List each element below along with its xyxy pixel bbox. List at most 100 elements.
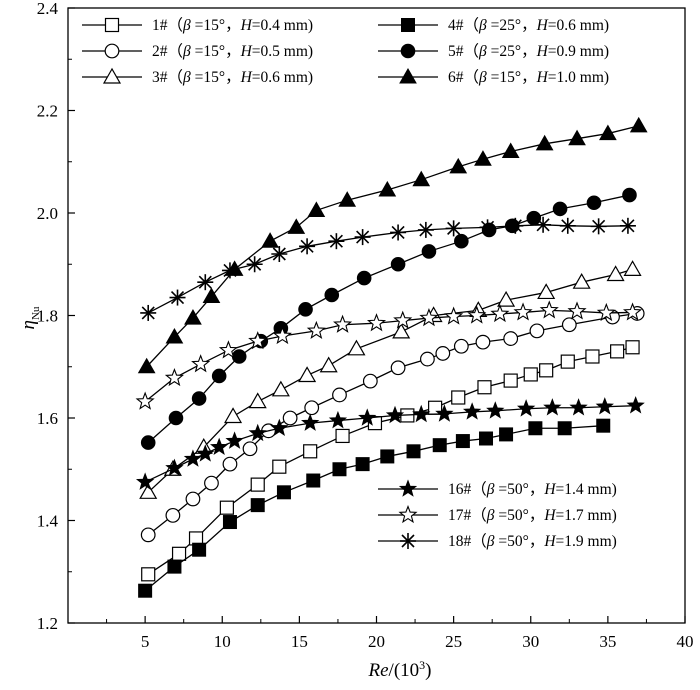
data-point (328, 233, 345, 250)
legend-h-symbol: H (240, 43, 253, 60)
data-point (552, 201, 568, 217)
legend-entry-4: 4#（β =25°，H=0.6 mm) (378, 17, 609, 34)
data-point (362, 373, 378, 389)
legend-h-symbol: H (536, 43, 549, 60)
data-point (503, 373, 518, 388)
data-point (202, 287, 221, 304)
legend-beta-value: =25°， (487, 17, 537, 34)
data-point (568, 129, 586, 146)
legend-h-symbol: H (543, 507, 556, 524)
data-point (475, 334, 491, 350)
star-x-stroke (447, 221, 461, 235)
y-tick-label: 2.4 (37, 0, 59, 18)
data-point (462, 402, 482, 420)
data-point (523, 367, 538, 382)
y-axis-title-symbol: η (18, 320, 39, 329)
data-point (629, 116, 648, 133)
legend-label: 3#（β =15°，H=0.6 mm) (152, 69, 313, 86)
data-point (276, 485, 291, 500)
data-point (210, 437, 229, 456)
y-tick-label: 1.4 (37, 512, 59, 531)
data-point (385, 405, 405, 424)
legend-beta-symbol: β (182, 43, 191, 60)
data-point (535, 134, 554, 151)
data-point (586, 195, 602, 211)
data-point (196, 444, 215, 462)
data-point (218, 340, 238, 359)
legend-h-symbol: H (536, 17, 549, 34)
data-point (432, 438, 447, 453)
data-point (165, 507, 181, 523)
data-point (526, 210, 542, 226)
legend-h-value: =0.5 mm) (252, 43, 313, 60)
data-point (417, 221, 434, 238)
data-point (140, 527, 156, 543)
data-point (367, 416, 383, 431)
legend-entry-6: 6#（β =15°，H=1.0 mm) (378, 67, 609, 86)
data-point (306, 320, 326, 340)
data-point (138, 583, 153, 598)
legend-label: 2#（β =15°，H=0.5 mm) (152, 43, 313, 60)
data-point (622, 302, 643, 321)
legend-h-value: =0.6 mm) (548, 17, 609, 34)
data-point (204, 475, 219, 491)
data-point (271, 246, 288, 262)
data-point (246, 256, 263, 273)
data-point (378, 180, 397, 197)
star-x-stroke (170, 290, 185, 305)
data-point (499, 427, 514, 442)
legend-id: 5#（ (448, 43, 479, 60)
data-point (528, 421, 543, 436)
x-tick-label: 15 (291, 632, 308, 651)
data-point (338, 191, 357, 207)
data-point (250, 498, 265, 513)
data-point (335, 428, 350, 444)
star-x-stroke (329, 234, 343, 248)
legend-marker (398, 479, 418, 497)
legend-beta-symbol: β (486, 507, 495, 524)
x-tick-label: 10 (214, 632, 231, 651)
data-point (270, 418, 289, 437)
data-point (242, 441, 258, 457)
star-x-stroke (419, 223, 433, 237)
legend-beta-value: =15°， (487, 69, 537, 86)
data-point (328, 410, 348, 429)
legend-id: 2#（ (152, 43, 183, 60)
x-tick-label: 40 (677, 632, 694, 651)
legend-beta-value: =15°， (191, 69, 241, 86)
legend-beta-value: =25°， (487, 43, 537, 60)
series-16 (135, 396, 645, 490)
data-point (307, 201, 326, 217)
data-point (165, 328, 184, 344)
data-point (301, 413, 320, 431)
legend-id: 3#（ (152, 69, 183, 86)
y-axis-title-sub: Nu (30, 306, 42, 320)
legend-marker (400, 43, 416, 59)
data-point (184, 309, 202, 325)
series-17 (135, 300, 643, 410)
data-point (221, 262, 238, 279)
data-point (537, 283, 556, 300)
data-point (380, 449, 395, 464)
legend-beta-value: =50°， (495, 507, 545, 524)
legend-h-value: =0.4 mm) (252, 17, 313, 34)
legend-beta-symbol: β (478, 69, 487, 86)
data-point (319, 356, 338, 373)
legend-beta-value: =15°， (191, 17, 241, 34)
data-point (140, 435, 156, 450)
legend-label: 5#（β =25°，H=0.9 mm) (448, 43, 609, 60)
legend-h-symbol: H (240, 69, 253, 86)
data-point (306, 473, 321, 488)
legend-beta-symbol: β (478, 17, 487, 34)
star-x-stroke (508, 219, 522, 233)
data-point (183, 449, 203, 467)
x-tick-label: 30 (522, 632, 539, 651)
data-point (164, 367, 184, 387)
x-tick-label: 20 (368, 632, 385, 651)
legend-beta-symbol: β (182, 17, 191, 34)
data-point (225, 431, 244, 449)
data-point (599, 124, 617, 141)
data-point (595, 397, 614, 415)
